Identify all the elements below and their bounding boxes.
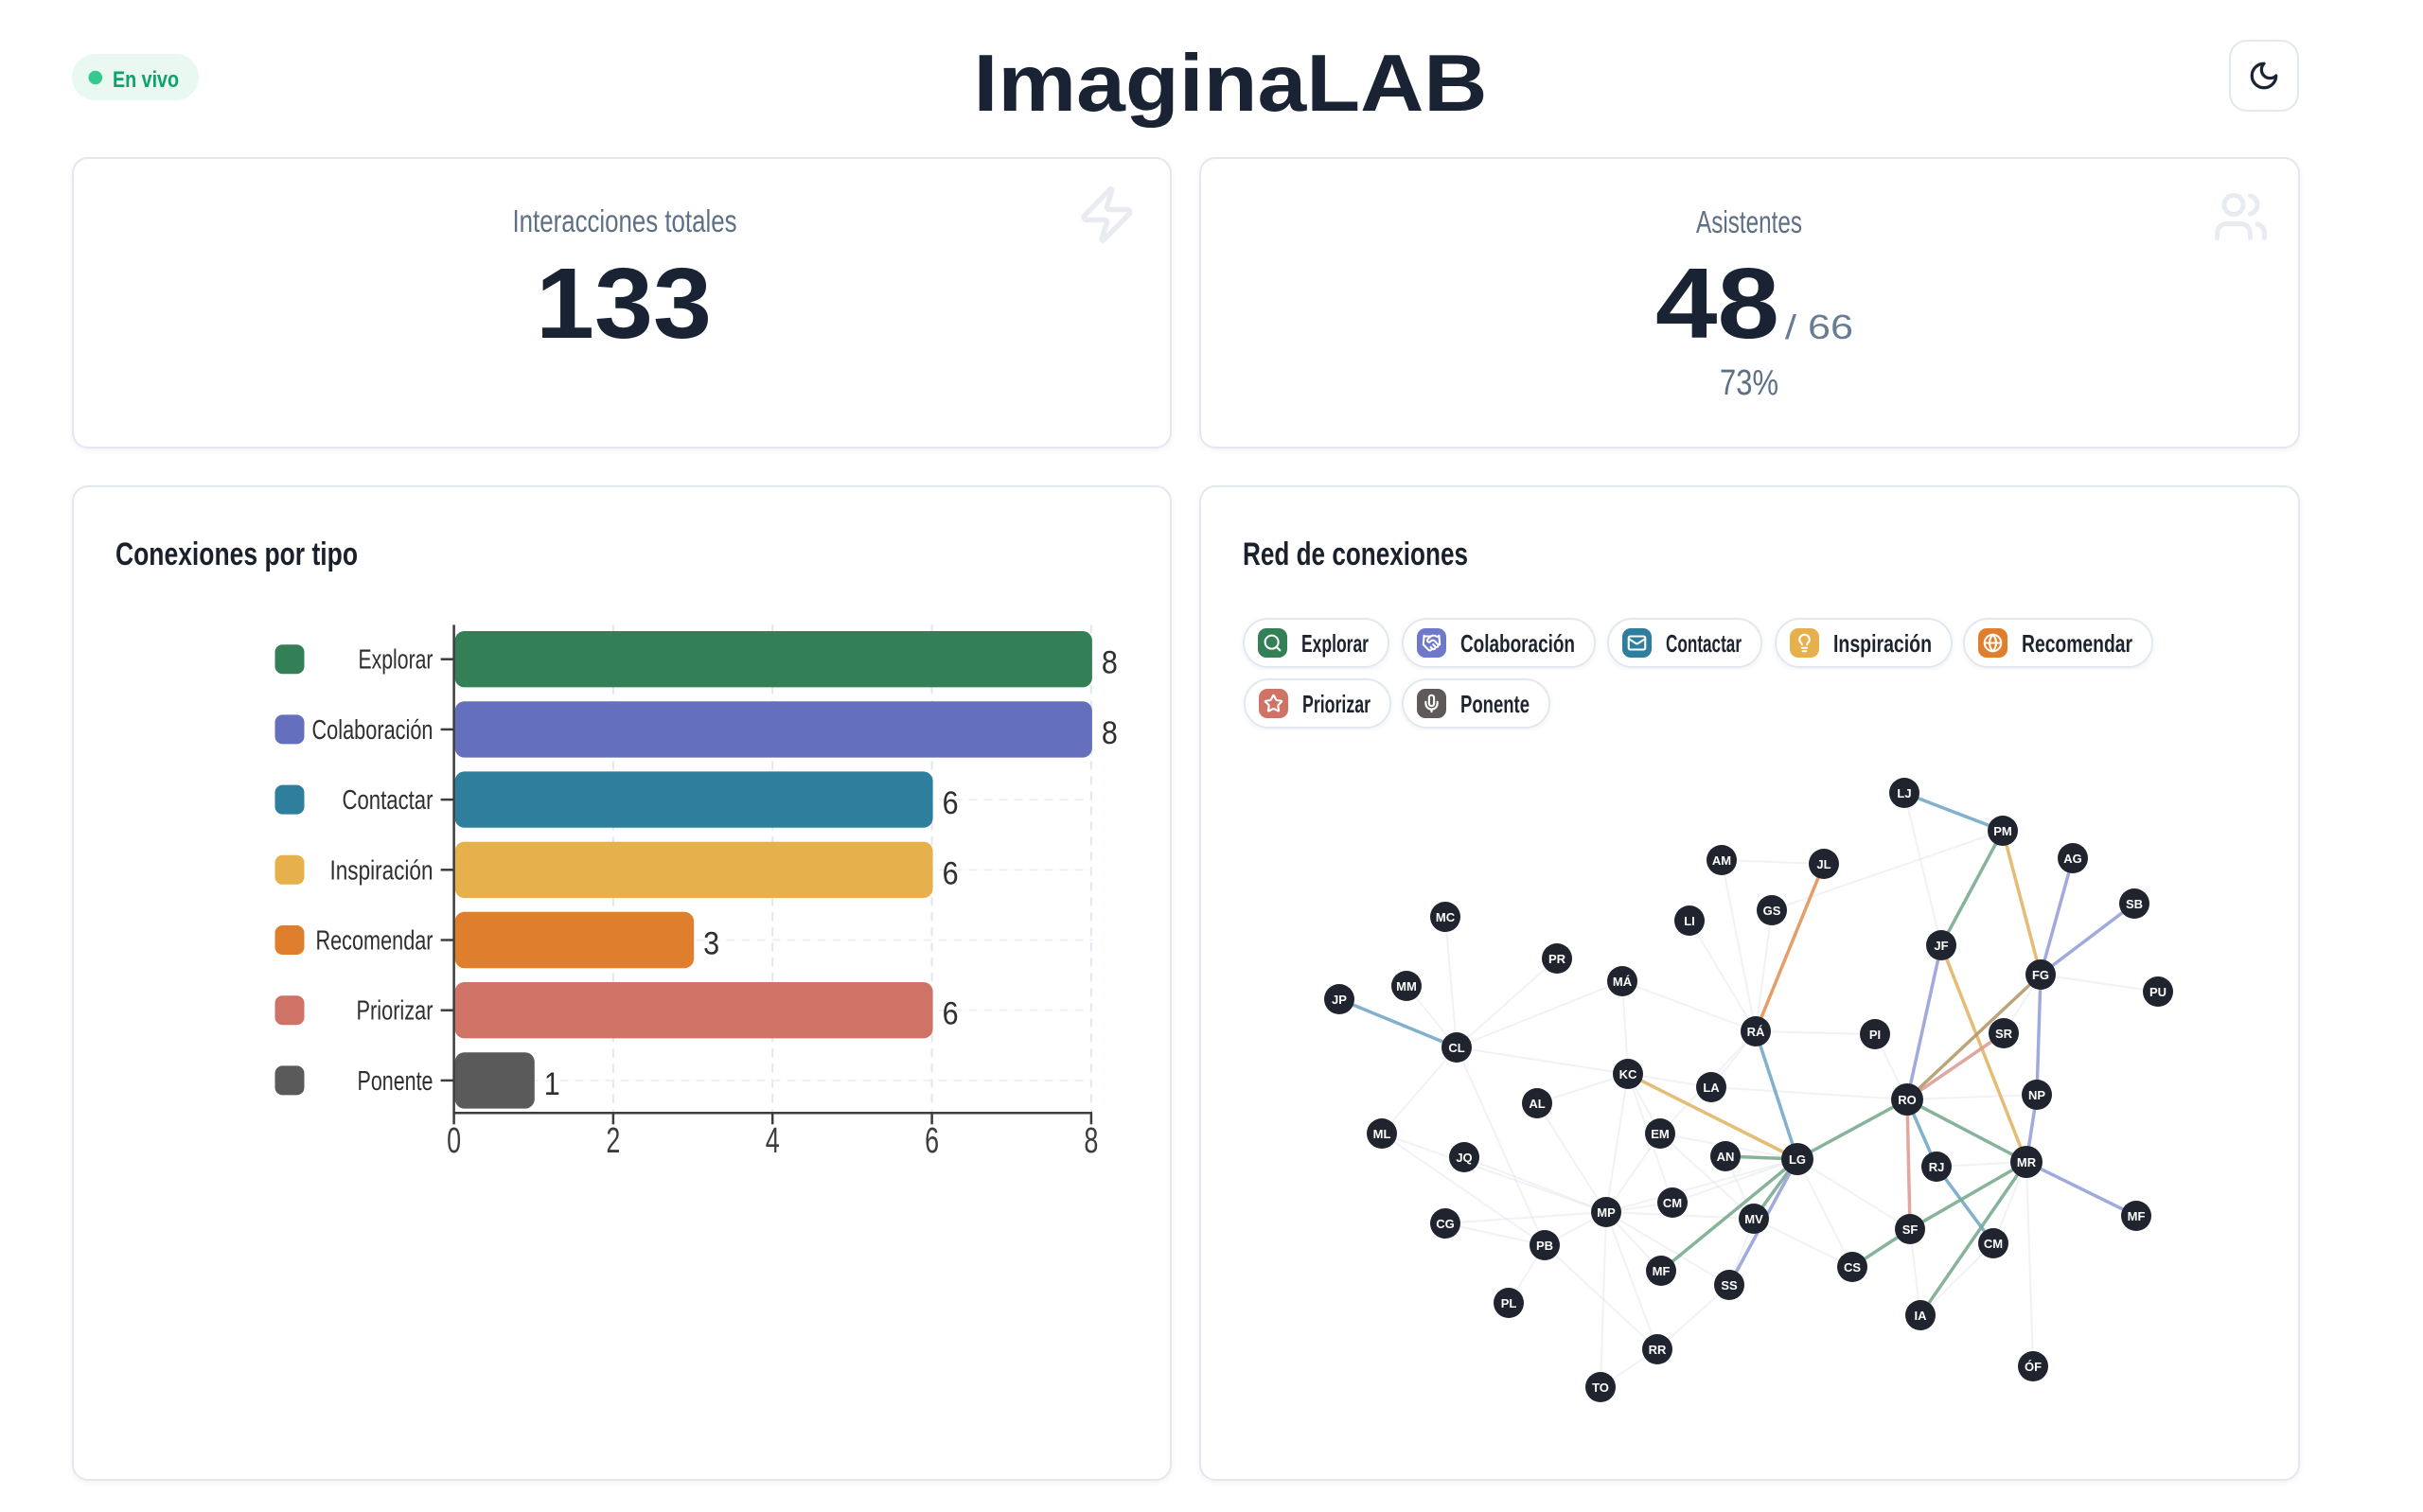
svg-text:Recomendar: Recomendar — [2022, 629, 2132, 658]
svg-text:ImaginaLAB: ImaginaLAB — [974, 39, 1488, 129]
svg-text:RÁ: RÁ — [1747, 1025, 1765, 1039]
svg-text:8: 8 — [1084, 1121, 1098, 1161]
svg-text:LJ: LJ — [1897, 786, 1911, 800]
svg-text:KC: KC — [1619, 1067, 1637, 1081]
svg-text:133: 133 — [536, 248, 712, 360]
svg-text:Red de conexiones: Red de conexiones — [1243, 536, 1468, 572]
svg-text:AG: AG — [2063, 852, 2082, 866]
svg-text:8: 8 — [1102, 715, 1118, 751]
svg-text:En vivo: En vivo — [113, 67, 179, 93]
svg-text:4: 4 — [766, 1121, 780, 1161]
svg-text:MV: MV — [1744, 1212, 1763, 1226]
svg-text:Contactar: Contactar — [343, 785, 433, 816]
svg-text:RJ: RJ — [1929, 1160, 1945, 1174]
svg-text:Interacciones totales: Interacciones totales — [513, 203, 737, 238]
svg-text:PR: PR — [1548, 952, 1566, 966]
svg-text:Inspiración: Inspiración — [1833, 629, 1932, 658]
svg-text:48: 48 — [1655, 248, 1779, 360]
svg-text:MF: MF — [2128, 1209, 2146, 1223]
svg-text:Inspiración: Inspiración — [330, 855, 433, 886]
svg-text:CM: CM — [1984, 1237, 2003, 1251]
svg-text:AM: AM — [1712, 853, 1731, 868]
svg-text:6: 6 — [943, 785, 959, 821]
svg-text:MP: MP — [1597, 1205, 1616, 1220]
svg-text:MC: MC — [1436, 910, 1456, 924]
svg-text:CS: CS — [1844, 1260, 1861, 1275]
svg-text:LI: LI — [1684, 914, 1695, 928]
svg-text:MÁ: MÁ — [1613, 975, 1633, 989]
svg-text:6: 6 — [943, 855, 959, 891]
svg-text:FG: FG — [2032, 968, 2049, 982]
svg-text:JP: JP — [1332, 993, 1347, 1007]
svg-text:6: 6 — [943, 996, 959, 1032]
svg-text:SF: SF — [1902, 1222, 1919, 1237]
svg-text:PB: PB — [1536, 1239, 1553, 1253]
svg-text:CG: CG — [1436, 1217, 1455, 1231]
svg-text:Priorizar: Priorizar — [357, 996, 433, 1027]
svg-text:RR: RR — [1649, 1343, 1667, 1357]
svg-text:2: 2 — [606, 1121, 620, 1161]
svg-text:NP: NP — [2028, 1088, 2045, 1102]
svg-text:Contactar: Contactar — [1666, 629, 1742, 658]
svg-text:MF: MF — [1653, 1264, 1671, 1278]
svg-text:GS: GS — [1763, 904, 1781, 918]
svg-text:PI: PI — [1869, 1028, 1881, 1042]
svg-text:Asistentes: Asistentes — [1696, 204, 1802, 239]
svg-text:Ponente: Ponente — [358, 1066, 433, 1097]
svg-text:3: 3 — [703, 926, 719, 962]
svg-text:CM: CM — [1663, 1196, 1682, 1210]
svg-text:MR: MR — [2017, 1155, 2037, 1169]
svg-text:6: 6 — [925, 1121, 939, 1161]
svg-text:MM: MM — [1396, 979, 1417, 993]
svg-text:Ponente: Ponente — [1460, 690, 1530, 718]
svg-text:JF: JF — [1934, 939, 1948, 953]
svg-text:TO: TO — [1592, 1380, 1609, 1395]
svg-text:0: 0 — [447, 1121, 461, 1161]
svg-text:/ 66: / 66 — [1785, 308, 1853, 346]
svg-text:8: 8 — [1102, 645, 1118, 681]
svg-text:Colaboración: Colaboración — [1460, 629, 1575, 658]
svg-text:EM: EM — [1651, 1127, 1670, 1141]
svg-text:AN: AN — [1717, 1150, 1735, 1164]
svg-text:Explorar: Explorar — [359, 645, 433, 676]
svg-text:ML: ML — [1373, 1127, 1391, 1141]
svg-text:JQ: JQ — [1456, 1151, 1472, 1165]
svg-text:LA: LA — [1703, 1081, 1720, 1095]
svg-text:RO: RO — [1898, 1093, 1917, 1107]
svg-text:LG: LG — [1789, 1152, 1806, 1167]
svg-text:JL: JL — [1816, 857, 1831, 871]
svg-text:CL: CL — [1448, 1041, 1464, 1055]
svg-text:SR: SR — [1995, 1027, 2013, 1041]
svg-text:Conexiones por tipo: Conexiones por tipo — [115, 536, 358, 572]
svg-text:1: 1 — [544, 1066, 560, 1102]
svg-text:SB: SB — [2126, 897, 2143, 911]
svg-text:73%: 73% — [1720, 363, 1778, 403]
svg-text:PL: PL — [1501, 1296, 1517, 1310]
svg-text:Explorar: Explorar — [1301, 629, 1369, 658]
svg-text:PU: PU — [2149, 985, 2167, 999]
svg-text:SS: SS — [1721, 1278, 1738, 1292]
svg-text:ÓF: ÓF — [2025, 1360, 2042, 1374]
svg-text:AL: AL — [1529, 1097, 1545, 1111]
svg-text:Recomendar: Recomendar — [316, 926, 433, 957]
svg-text:Colaboración: Colaboración — [312, 715, 433, 746]
svg-text:IA: IA — [1915, 1309, 1928, 1323]
svg-text:PM: PM — [1993, 824, 2012, 838]
svg-text:Priorizar: Priorizar — [1302, 690, 1371, 718]
